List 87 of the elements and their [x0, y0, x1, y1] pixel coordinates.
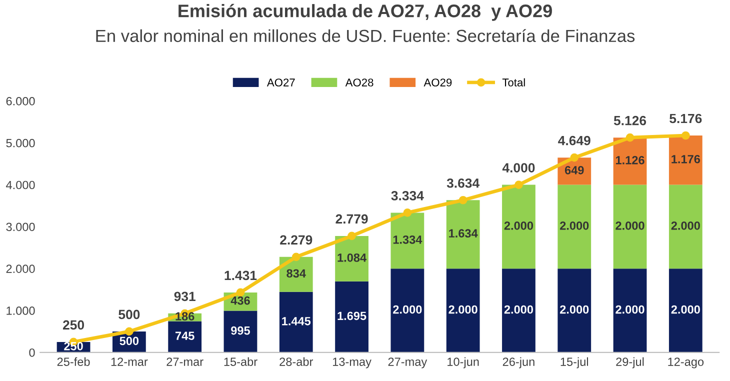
bar: [335, 281, 368, 352]
point: [125, 327, 134, 336]
point: [458, 196, 468, 204]
point: [403, 208, 412, 217]
data-label: 649: [564, 166, 584, 174]
data-label: 1.445: [282, 317, 311, 326]
data-label: 2.779: [336, 214, 368, 224]
bar: [168, 321, 202, 352]
data-label: 2.000: [616, 222, 644, 230]
data-label: 1.084: [338, 253, 366, 262]
data-label: 500: [118, 310, 140, 320]
chart-title: Emisión acumulada de AO27, AO28 y AO29: [178, 4, 552, 21]
data-label: 5.176: [670, 114, 702, 124]
x-tick-label: 29-jul: [616, 357, 644, 368]
bar: [558, 184, 592, 269]
point: [570, 153, 579, 162]
data-label: 1.126: [616, 156, 644, 164]
bar: [390, 212, 424, 269]
point: [348, 232, 356, 240]
data-label: 2.000: [504, 305, 534, 314]
data-label: 1.695: [338, 312, 366, 320]
data-label: 2.000: [504, 222, 534, 230]
bar: [279, 292, 313, 352]
data-label: 2.000: [448, 305, 478, 314]
data-label: 436: [230, 296, 250, 305]
data-label: 2.000: [671, 222, 700, 230]
bar: [613, 268, 647, 352]
data-label: 3.634: [446, 178, 480, 188]
bar: [613, 184, 647, 269]
x-tick-label: 27-may: [388, 358, 428, 368]
data-label: 250: [62, 320, 84, 330]
data-label: 2.279: [280, 235, 312, 245]
data-label: 931: [174, 292, 196, 302]
x-tick-label: 15-abr: [224, 357, 258, 366]
data-label: 4.000: [502, 163, 535, 172]
data-label: 4.649: [558, 136, 590, 146]
x-tick-label: 13-may: [332, 358, 372, 368]
y-tick-label: 3.000: [6, 222, 35, 232]
y-tick-label: 1.000: [6, 306, 35, 315]
point: [626, 133, 634, 142]
legend-label: Total: [502, 78, 525, 86]
data-label: 500: [120, 336, 139, 346]
data-label: 1.431: [224, 270, 257, 280]
point: [292, 252, 300, 262]
legend-label: AO28: [345, 78, 374, 86]
data-label: 2.000: [560, 222, 589, 230]
data-label: 2.000: [671, 305, 700, 314]
bar: [668, 184, 702, 269]
bar: [502, 184, 536, 269]
data-label: 3.334: [391, 191, 424, 200]
y-tick-label: 5.000: [6, 138, 35, 148]
legend-label: AO27: [266, 78, 295, 86]
x-tick-label: 12-mar: [111, 358, 148, 366]
bar: [446, 268, 480, 352]
x-tick-label: 12-ago: [668, 358, 704, 368]
x-tick-label: 27-mar: [166, 358, 204, 366]
data-label: 995: [231, 326, 250, 335]
y-tick-label: 4.000: [6, 180, 35, 190]
y-tick-label: 6.000: [6, 97, 35, 106]
bar: [224, 310, 258, 352]
data-label: 1.176: [672, 154, 700, 164]
data-label: 745: [175, 332, 194, 340]
bar: [502, 268, 536, 352]
point: [514, 180, 523, 189]
data-label: 834: [286, 269, 306, 278]
legend-label: AO29: [424, 78, 452, 86]
chart-subtitle: En valor nominal en millones de USD. Fuente: Secretaría de Finanzas: [96, 29, 635, 42]
bar: [446, 200, 480, 269]
bar: [558, 268, 592, 352]
bar: [390, 268, 424, 352]
point: [681, 131, 690, 140]
y-tick-label: 2.000: [6, 264, 35, 273]
x-tick-label: 28-abr: [280, 357, 313, 366]
bar: [668, 268, 702, 352]
x-tick-label: 10-jun: [448, 357, 479, 368]
y-tick-label: 0: [29, 348, 35, 357]
data-label: 1.334: [393, 235, 422, 244]
data-label: 2.000: [616, 305, 644, 314]
x-tick-label: 26-jun: [502, 357, 534, 368]
data-label: 2.000: [393, 305, 422, 314]
data-label: 1.634: [449, 229, 478, 238]
bar: [668, 136, 702, 185]
data-label: 5.126: [614, 116, 646, 126]
data-label: 2.000: [560, 305, 589, 314]
data-label: 250: [64, 342, 83, 350]
x-tick-label: 15-jul: [560, 357, 588, 368]
x-tick-label: 25-feb: [57, 357, 90, 366]
